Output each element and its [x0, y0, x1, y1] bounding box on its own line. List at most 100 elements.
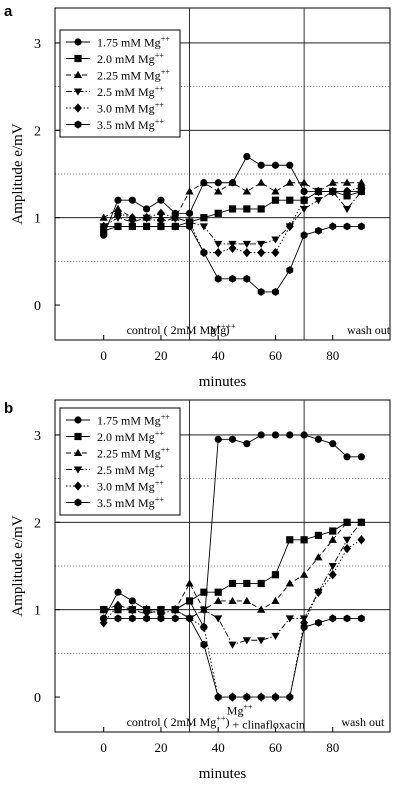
data-point — [229, 693, 236, 702]
data-point — [142, 213, 151, 223]
data-point — [185, 209, 194, 217]
data-point — [329, 614, 337, 623]
phase-label: wash out — [341, 715, 385, 729]
data-point — [328, 535, 337, 543]
series-line — [103, 155, 362, 236]
data-point — [357, 535, 366, 545]
data-point — [214, 240, 223, 249]
data-point — [329, 527, 337, 535]
y-axis-label: Amplitude e/mV — [10, 515, 26, 616]
data-point — [299, 205, 309, 214]
data-point — [171, 614, 179, 623]
data-point — [214, 435, 222, 443]
data-point — [300, 195, 309, 205]
data-point — [343, 453, 351, 461]
data-point — [271, 236, 280, 244]
data-point — [285, 615, 294, 623]
phase-label: control ( 2mM Mg++) — [127, 714, 230, 729]
y-tick-label: 3 — [34, 37, 41, 52]
data-point — [171, 222, 179, 231]
data-point — [314, 618, 322, 627]
data-point — [314, 435, 323, 443]
data-point — [243, 579, 251, 588]
legend-label: 2.0 mM Mg++ — [97, 51, 164, 66]
legend-marker — [74, 38, 82, 46]
data-point — [314, 553, 323, 561]
phase-label: + clinafloxacin — [233, 718, 305, 732]
data-point — [272, 287, 279, 296]
legend-label: 2.25 mM Mg++ — [97, 445, 170, 460]
data-point — [271, 596, 280, 605]
legend-marker — [73, 466, 83, 474]
data-point — [214, 596, 223, 605]
plot-frame — [54, 399, 391, 733]
data-point — [314, 226, 322, 235]
data-point — [100, 222, 108, 231]
data-point — [357, 182, 366, 192]
data-point — [185, 579, 194, 587]
data-point — [128, 222, 136, 231]
data-point — [329, 222, 337, 231]
data-point — [242, 187, 251, 195]
data-point — [257, 240, 266, 249]
data-point — [271, 161, 280, 169]
x-tick-label: 60 — [269, 348, 282, 363]
legend-marker — [74, 120, 82, 129]
data-point — [128, 605, 137, 615]
data-point — [314, 531, 323, 540]
data-point — [143, 222, 151, 231]
data-point — [257, 605, 266, 613]
data-point — [114, 196, 122, 204]
data-point — [228, 435, 237, 443]
data-point — [342, 518, 352, 526]
legend-marker — [74, 103, 82, 113]
x-tick-label: 40 — [212, 740, 225, 755]
data-point — [257, 205, 265, 213]
data-point — [257, 579, 265, 588]
data-point — [300, 618, 309, 628]
legend-label: 2.0 mM Mg++ — [97, 429, 164, 444]
data-point — [243, 152, 251, 161]
y-tick-label: 0 — [34, 691, 41, 706]
y-tick-label: 1 — [34, 212, 41, 227]
data-point — [242, 637, 251, 645]
x-tick-label: 80 — [326, 740, 339, 755]
data-point — [342, 205, 352, 214]
data-point — [271, 632, 280, 641]
data-point — [342, 178, 352, 186]
panel-letter: a — [4, 3, 13, 20]
data-point — [214, 615, 223, 623]
legend-marker — [74, 54, 82, 63]
data-point — [157, 196, 165, 204]
y-tick-label: 1 — [34, 604, 41, 619]
data-point — [171, 213, 180, 223]
legend-label: 2.25 mM Mg++ — [97, 67, 170, 82]
legend-label: 3.5 mM Mg++ — [97, 117, 164, 132]
x-tick-label: 20 — [154, 348, 167, 363]
phase-label: Mg++ — [210, 322, 236, 337]
legend-marker — [74, 498, 82, 507]
data-point — [199, 606, 209, 614]
data-point — [286, 431, 294, 439]
data-point — [357, 188, 366, 196]
data-point — [242, 247, 251, 258]
legend-label: 2.5 mM Mg++ — [97, 84, 164, 99]
data-point — [271, 247, 280, 258]
data-point — [314, 197, 323, 205]
data-point — [271, 431, 280, 439]
data-point — [199, 178, 209, 186]
data-point — [300, 623, 308, 632]
legend: 1.75 mM Mg++ 2.0 mM Mg++2.25 mM Mg++ 2.5 m… — [59, 29, 181, 138]
x-axis-label: minutes — [199, 374, 247, 390]
data-point — [314, 186, 323, 197]
data-point — [257, 178, 266, 186]
series-diamond — [99, 182, 366, 258]
data-point — [143, 614, 151, 623]
plot-frame — [54, 7, 391, 341]
data-point — [286, 196, 294, 204]
data-point — [200, 214, 208, 222]
legend-label: 3.0 mM Mg++ — [97, 478, 164, 493]
data-point — [114, 208, 122, 218]
data-point — [228, 641, 237, 649]
x-tick-label: 40 — [212, 348, 225, 363]
